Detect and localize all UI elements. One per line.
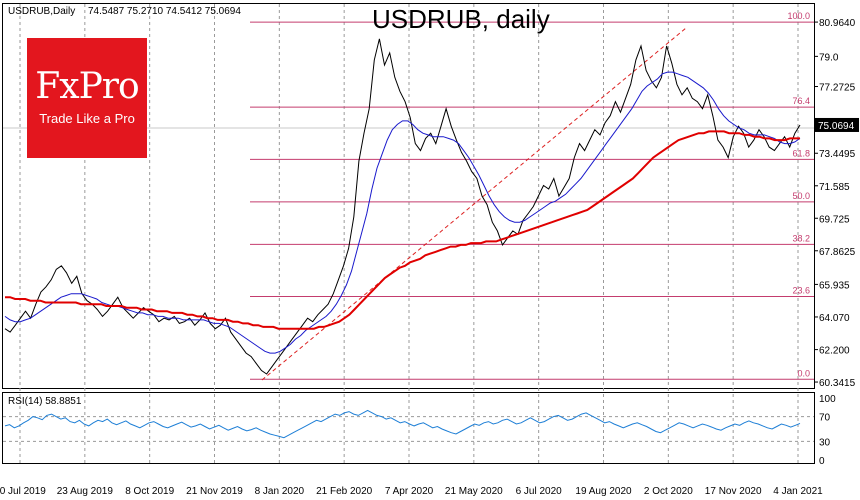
x-tick-label: 21 Nov 2019 [186,486,243,497]
fib-level-label: 100.0 [787,11,810,21]
y-tick-label: 71.585 [819,182,850,193]
fib-level-label: 38.2 [792,233,810,243]
y-tick-label: 62.200 [819,346,850,357]
y-tick-label: 67.8625 [819,247,856,258]
fxpro-logo: FxPro Trade Like a Pro [27,38,147,158]
x-tick-label: 21 May 2020 [445,486,503,497]
x-tick-label: 8 Oct 2019 [125,486,174,497]
vertical-grid [19,4,799,463]
y-tick-label: 64.070 [819,313,850,324]
series-line [4,71,801,354]
rsi-tick-label: 100 [819,394,836,405]
y-tick-label: 77.2725 [819,83,856,94]
rsi-tick-label: 0 [819,456,825,467]
fib-trend-line [261,27,687,381]
current-price-box [815,117,859,132]
current-price-label: 75.0694 [818,121,855,132]
x-tick-label: 4 Jan 2021 [773,486,823,497]
series-line [5,130,800,330]
price-series [4,38,801,375]
fib-level-label: 76.4 [792,96,810,106]
logo-tagline: Trade Like a Pro [39,111,135,126]
x-tick-label: 10 Jul 2019 [0,486,46,497]
series-line [4,38,801,375]
x-tick-label: 6 Jul 2020 [516,486,563,497]
rsi-label: RSI(14) 58.8851 [8,396,82,407]
logo-name: FxPro [35,66,139,107]
fib-level-label: 50.0 [792,191,810,201]
fib-level-label: 61.8 [792,148,810,158]
y-tick-label: 60.3415 [819,378,856,389]
fib-level-label: 0.0 [797,368,810,378]
rsi-plot-frame [2,392,815,464]
y-tick-label: 65.935 [819,280,850,291]
x-axis: 10 Jul 2019 23 Aug 2019 8 Oct 2019 21 Nov 2… [0,486,823,497]
x-tick-label: 19 Aug 2020 [575,486,632,497]
y-axis: 80.9640 79.0 77.2725 75.0694 73.4495 71.585 69… [814,18,859,389]
x-tick-label: 17 Nov 2020 [705,486,762,497]
y-tick-label: 80.9640 [819,18,856,29]
rsi-tick-label: 30 [819,437,831,448]
fib-level-label: 23.6 [792,286,810,296]
y-tick-label: 73.4495 [819,149,856,160]
x-tick-label: 21 Feb 2020 [316,486,373,497]
x-tick-label: 8 Jan 2020 [255,486,305,497]
rsi-panel: 100 70 30 0 [3,394,836,467]
x-tick-label: 7 Apr 2020 [385,486,434,497]
x-tick-label: 2 Oct 2020 [644,486,693,497]
x-tick-label: 23 Aug 2019 [57,486,114,497]
fibonacci-levels: 100.0 76.4 61.8 50.0 38.2 23.6 0.0 [250,11,814,380]
chart-ohlc-values: 74.5487 75.2710 74.5412 75.0694 [88,6,241,17]
y-tick-label: 79.0 [819,52,839,63]
rsi-line [4,409,801,439]
y-tick-label: 69.725 [819,214,850,225]
chart-title: USDRUB, daily [372,4,550,34]
rsi-tick-label: 70 [819,413,831,424]
chart-symbol-header: USDRUB,Daily [8,6,75,17]
